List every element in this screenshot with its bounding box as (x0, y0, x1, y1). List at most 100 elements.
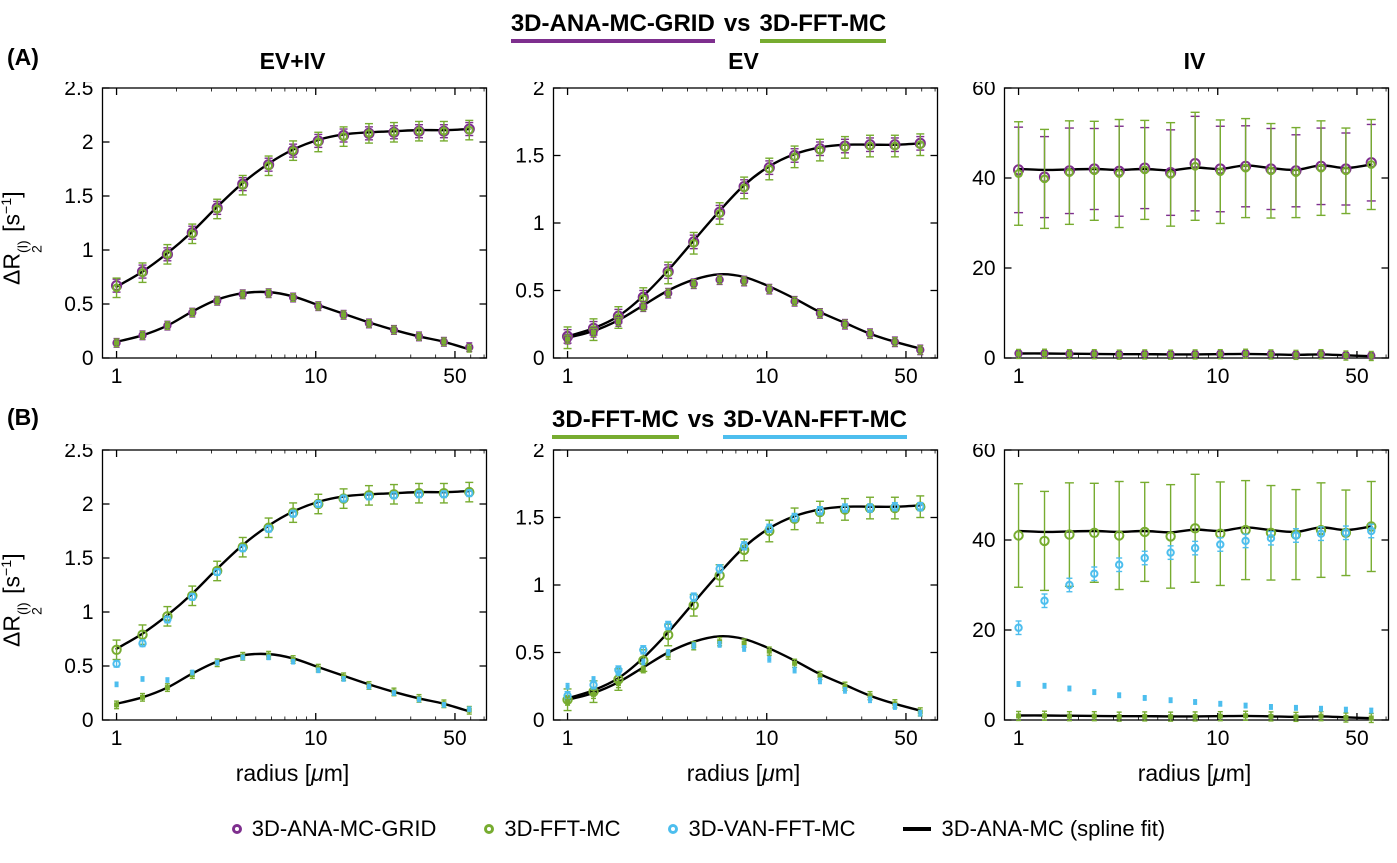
legend-item-van-fft-mc: 3D-VAN-FFT-MC (668, 816, 855, 842)
title-a-right: 3D-FFT-MC (759, 10, 887, 43)
figure-title-b: 3D-FFT-MC vs 3D-VAN-FFT-MC (552, 406, 907, 439)
col-title-ev-iv: EV+IV (259, 48, 326, 74)
svg-text:40: 40 (972, 167, 995, 190)
svg-text:1: 1 (562, 365, 574, 388)
svg-text:20: 20 (972, 619, 995, 642)
svg-text:0: 0 (533, 347, 545, 370)
svg-text:50: 50 (1345, 727, 1368, 750)
plot-a-iv: 1 10 50 0 20 40 60 (972, 82, 1390, 388)
line-marker-icon (903, 827, 932, 831)
svg-text:0.5: 0.5 (64, 655, 93, 678)
svg-text:10: 10 (304, 365, 327, 388)
svg-text:0: 0 (984, 709, 996, 732)
panel-b-label: (B) (7, 404, 39, 430)
x-axis-label-3: radius [μm] (1137, 760, 1252, 786)
svg-text:1: 1 (111, 365, 123, 388)
legend-label: 3D-ANA-MC (spline fit) (941, 816, 1166, 841)
svg-text:1: 1 (562, 727, 574, 750)
col-title-ev: EV (728, 48, 759, 74)
svg-text:2.5: 2.5 (64, 444, 93, 462)
svg-text:2: 2 (82, 493, 94, 516)
svg-text:1: 1 (111, 727, 123, 750)
x-axis-label-2: radius [μm] (686, 760, 801, 786)
svg-text:0: 0 (82, 347, 94, 370)
svg-text:10: 10 (1206, 365, 1229, 388)
mu-symbol: μ (311, 760, 324, 786)
svg-text:2.5: 2.5 (64, 82, 93, 100)
svg-text:50: 50 (443, 727, 466, 750)
y-axis-label: ΔR (l) 2 [s−1] (0, 553, 46, 647)
plot-b-ev: 1 10 50 0 0.5 1 1.5 2 (515, 444, 939, 750)
y-axis-label-cell-a: ΔR (l) 2 [s−1] (0, 82, 46, 394)
svg-text:1.5: 1.5 (515, 145, 544, 168)
col-title-iv: IV (1183, 48, 1206, 74)
mu-symbol: μ (1213, 760, 1226, 786)
svg-text:0: 0 (533, 709, 545, 732)
legend-item-fft-mc: 3D-FFT-MC (484, 816, 620, 842)
plot-a-ev-iv: 1 10 50 0 0.5 1 1.5 2 2.5 (64, 82, 488, 388)
svg-text:1.5: 1.5 (64, 547, 93, 570)
svg-text:1.5: 1.5 (515, 507, 544, 530)
svg-text:50: 50 (894, 727, 917, 750)
svg-text:2: 2 (533, 444, 545, 462)
plot-b-ev-iv: 1 10 50 0 0.5 1 1.5 2 2.5 (64, 444, 488, 750)
circle-marker-icon (484, 824, 495, 834)
title-a-left: 3D-ANA-MC-GRID (510, 10, 715, 43)
figure: 3D-ANA-MC-GRID vs 3D-FFT-MC EV+IV EV IV … (0, 4, 1397, 854)
svg-text:50: 50 (1345, 365, 1368, 388)
legend-label: 3D-ANA-MC-GRID (251, 816, 437, 841)
plot-b-iv: 1 10 50 0 20 40 60 (972, 444, 1390, 750)
svg-text:1: 1 (82, 601, 94, 624)
svg-text:0: 0 (82, 709, 94, 732)
panel-a-label: (A) (7, 44, 39, 70)
legend-label: 3D-FFT-MC (504, 816, 621, 841)
ylabel-symbol: ΔR (0, 614, 25, 647)
figure-title-a: 3D-ANA-MC-GRID vs 3D-FFT-MC (510, 10, 887, 43)
svg-text:1: 1 (82, 239, 94, 262)
legend-item-ana-mc-grid: 3D-ANA-MC-GRID (231, 816, 437, 842)
svg-text:10: 10 (755, 727, 778, 750)
svg-text:1: 1 (1013, 365, 1025, 388)
svg-text:50: 50 (443, 365, 466, 388)
x-axis-labels: radius [μm] radius [μm] radius [μm] (0, 756, 1397, 796)
xlabel-spacer (0, 756, 44, 796)
y-axis-label: ΔR (l) 2 [s−1] (0, 191, 46, 285)
svg-text:20: 20 (972, 257, 995, 280)
svg-text:10: 10 (304, 727, 327, 750)
legend-item-spline-fit: 3D-ANA-MC (spline fit) (903, 816, 1165, 842)
panels-row-a: ΔR (l) 2 [s−1] 1 10 50 0 0.5 1 1.5 2 2.5 1 10 50 0 0.5… (0, 82, 1397, 394)
svg-text:0.5: 0.5 (64, 293, 93, 316)
legend-label: 3D-VAN-FFT-MC (688, 816, 856, 841)
title-b-right: 3D-VAN-FFT-MC (723, 406, 907, 439)
ylabel-symbol: ΔR (0, 252, 25, 285)
x-axis-label-1: radius [μm] (235, 760, 350, 786)
svg-text:10: 10 (1206, 727, 1229, 750)
plot-a-ev: 1 10 50 0 0.5 1 1.5 2 (515, 82, 939, 388)
svg-text:2: 2 (533, 82, 545, 100)
svg-text:1: 1 (533, 212, 545, 235)
svg-text:2: 2 (82, 131, 94, 154)
svg-text:1: 1 (1013, 727, 1025, 750)
title-b-left: 3D-FFT-MC (552, 406, 679, 439)
circle-marker-icon (668, 824, 679, 834)
svg-text:0.5: 0.5 (515, 642, 544, 665)
svg-text:0.5: 0.5 (515, 280, 544, 303)
svg-text:60: 60 (972, 444, 995, 462)
circle-marker-icon (231, 824, 242, 834)
column-headers: EV+IV EV IV (0, 48, 1397, 82)
ylabel-subsup: (l) 2 (15, 240, 46, 253)
title-a-vs: vs (723, 10, 751, 37)
panels-row-b: ΔR (l) 2 [s−1] 1 10 50 0 0.5 1 1.5 2 2.5 1 10 50 0 0.5… (0, 444, 1397, 756)
title-row-a: 3D-ANA-MC-GRID vs 3D-FFT-MC (0, 4, 1397, 48)
title-b-vs: vs (687, 406, 715, 433)
svg-text:60: 60 (972, 82, 995, 100)
svg-text:40: 40 (972, 529, 995, 552)
mu-symbol: μ (762, 760, 775, 786)
title-row-b: 3D-FFT-MC vs 3D-VAN-FFT-MC (0, 394, 1397, 444)
svg-text:1.5: 1.5 (64, 185, 93, 208)
svg-text:1: 1 (533, 574, 545, 597)
legend: 3D-ANA-MC-GRID 3D-FFT-MC 3D-VAN-FFT-MC 3… (0, 804, 1397, 854)
y-axis-label-cell-b: ΔR (l) 2 [s−1] (0, 444, 46, 756)
ylabel-subsup: (l) 2 (15, 602, 46, 615)
svg-text:10: 10 (755, 365, 778, 388)
